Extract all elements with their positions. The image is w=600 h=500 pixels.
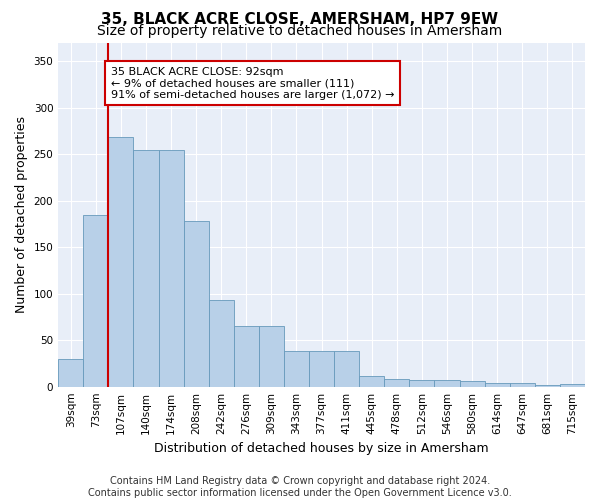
Bar [109, 138, 133, 386]
Bar [334, 352, 359, 386]
Text: Contains HM Land Registry data © Crown copyright and database right 2024.
Contai: Contains HM Land Registry data © Crown c… [88, 476, 512, 498]
Bar [409, 380, 434, 386]
Bar [485, 383, 510, 386]
Bar [434, 380, 460, 386]
Bar [184, 221, 209, 386]
Bar [83, 214, 109, 386]
Bar [58, 359, 83, 386]
X-axis label: Distribution of detached houses by size in Amersham: Distribution of detached houses by size … [154, 442, 489, 455]
Bar [560, 384, 585, 386]
Y-axis label: Number of detached properties: Number of detached properties [15, 116, 28, 313]
Bar [510, 383, 535, 386]
Text: 35 BLACK ACRE CLOSE: 92sqm
← 9% of detached houses are smaller (111)
91% of semi: 35 BLACK ACRE CLOSE: 92sqm ← 9% of detac… [111, 66, 394, 100]
Bar [460, 381, 485, 386]
Bar [309, 352, 334, 386]
Bar [259, 326, 284, 386]
Text: 35, BLACK ACRE CLOSE, AMERSHAM, HP7 9EW: 35, BLACK ACRE CLOSE, AMERSHAM, HP7 9EW [101, 12, 499, 28]
Bar [209, 300, 234, 386]
Bar [234, 326, 259, 386]
Bar [385, 379, 409, 386]
Bar [359, 376, 385, 386]
Bar [284, 352, 309, 386]
Text: Size of property relative to detached houses in Amersham: Size of property relative to detached ho… [97, 24, 503, 38]
Bar [133, 150, 158, 386]
Bar [158, 150, 184, 386]
Bar [535, 385, 560, 386]
